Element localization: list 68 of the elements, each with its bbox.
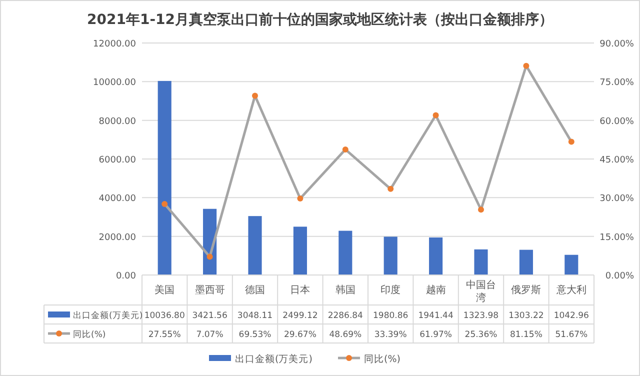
y2-tick-label: 15.00% bbox=[600, 232, 634, 243]
text: 出口金额(万美元) bbox=[235, 354, 312, 365]
y2-tick-label: 60.00% bbox=[600, 116, 634, 127]
bar bbox=[429, 237, 443, 275]
y2-tick-label: 90.00% bbox=[600, 40, 634, 50]
bar bbox=[474, 249, 488, 275]
point bbox=[297, 196, 304, 202]
data-label: 2286.84 bbox=[328, 311, 363, 321]
data-label: 1042.96 bbox=[554, 311, 589, 321]
y-tick-label: 0.00 bbox=[116, 272, 136, 282]
data-label: 48.69% bbox=[329, 330, 362, 340]
point bbox=[432, 112, 439, 118]
data-label: 29.67% bbox=[284, 330, 316, 340]
y2-tick-label: 0.00% bbox=[605, 272, 634, 282]
bar bbox=[248, 216, 262, 275]
y2-tick-label: 75.00% bbox=[600, 78, 634, 88]
legend-label: 出口金额(万美元) bbox=[73, 310, 143, 321]
y-tick-label: 2000.00 bbox=[98, 232, 136, 243]
x-tick-label: 日本 bbox=[290, 284, 310, 296]
y-tick-label: 4000.00 bbox=[98, 194, 136, 204]
data-label: 1303.22 bbox=[508, 311, 544, 321]
bar bbox=[384, 236, 398, 275]
x-tick-label: 意大利 bbox=[555, 284, 586, 296]
x-tick-label: 韩国 bbox=[335, 284, 356, 296]
bar bbox=[338, 230, 352, 275]
y-tick-label: 12000.00 bbox=[93, 40, 136, 50]
bar bbox=[158, 80, 172, 275]
data-label: 1980.86 bbox=[373, 311, 408, 321]
point bbox=[252, 92, 258, 99]
x-tick-label: 越南 bbox=[426, 284, 446, 296]
data-label: 1323.98 bbox=[463, 311, 499, 321]
x-tick-label: 德国 bbox=[245, 285, 265, 296]
bar bbox=[564, 254, 578, 275]
point bbox=[388, 186, 394, 192]
data-label: 1941.44 bbox=[418, 311, 454, 321]
legend-label: 同比(%) bbox=[73, 329, 106, 340]
x-tick-label: 中国台湾 bbox=[466, 279, 496, 304]
data-label: 10036.80 bbox=[144, 311, 185, 321]
x-tick-label: 俄罗斯 bbox=[511, 284, 542, 296]
y-tick-label: 6000.00 bbox=[98, 156, 136, 166]
data-label: 51.67% bbox=[555, 330, 588, 340]
y2-tick-label: 45.00% bbox=[600, 156, 634, 166]
y-tick-label: 8000.00 bbox=[98, 116, 136, 127]
chart-title: 2021年1-12月真空泵出口前十位的国家或地区统计表（按出口金额排序） bbox=[87, 11, 553, 28]
x-tick-label: 墨西哥 bbox=[194, 285, 225, 296]
point bbox=[162, 200, 168, 207]
point bbox=[342, 146, 348, 152]
bar bbox=[293, 226, 307, 275]
point bbox=[478, 206, 484, 213]
x-tick-label: 美国 bbox=[154, 284, 175, 296]
data-label: 2499.12 bbox=[282, 311, 318, 321]
y-tick-label: 10000.00 bbox=[93, 78, 136, 88]
data-label: 27.55% bbox=[148, 330, 181, 340]
text: 同比(%) bbox=[364, 354, 400, 365]
point bbox=[206, 254, 213, 260]
data-label: 69.53% bbox=[238, 330, 272, 340]
data-label: 7.07% bbox=[196, 330, 224, 340]
y2-tick-label: 30.00% bbox=[600, 194, 634, 204]
data-label: 33.39% bbox=[374, 330, 407, 340]
bar bbox=[519, 250, 533, 275]
data-label: 61.97% bbox=[420, 330, 452, 340]
data-label: 25.36% bbox=[464, 330, 498, 340]
data-label: 3048.11 bbox=[237, 311, 273, 321]
point bbox=[523, 62, 530, 69]
x-tick-label: 印度 bbox=[380, 284, 401, 296]
data-label: 3421.56 bbox=[192, 311, 228, 321]
data-label: 81.15% bbox=[510, 330, 542, 340]
point bbox=[568, 138, 574, 145]
